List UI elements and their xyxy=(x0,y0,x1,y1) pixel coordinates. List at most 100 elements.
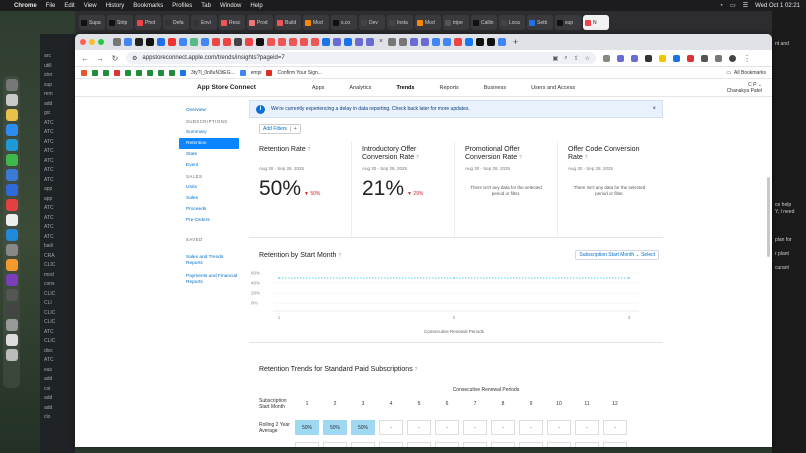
nav-business[interactable]: Business xyxy=(483,84,507,91)
table-cell[interactable]: - xyxy=(575,442,599,447)
sidebar-item-payments-reports[interactable]: Payments and Financial Reports xyxy=(186,274,238,285)
battery-icon[interactable]: ▭ xyxy=(730,3,736,9)
background-tab[interactable]: s.co xyxy=(331,15,357,30)
help-icon[interactable]: ? xyxy=(338,253,342,259)
launchpad-icon[interactable] xyxy=(5,94,18,106)
tab-favicon[interactable] xyxy=(355,38,363,46)
sidebar-item-units[interactable]: Units xyxy=(186,185,197,190)
tab-favicon[interactable] xyxy=(410,38,418,46)
forward-icon[interactable]: → xyxy=(96,53,104,63)
menu-view[interactable]: View xyxy=(83,2,97,9)
help-icon[interactable]: ? xyxy=(519,155,522,161)
sidebar-item-sales[interactable]: Sales xyxy=(186,196,198,201)
extension-icon[interactable] xyxy=(645,54,652,62)
page-scrollbar[interactable] xyxy=(767,177,770,257)
tab-favicon[interactable] xyxy=(366,38,374,46)
background-tab[interactable]: Defa xyxy=(163,15,189,30)
nav-apps[interactable]: Apps xyxy=(311,84,325,91)
table-cell[interactable]: - xyxy=(379,442,403,447)
sidebar-item-overview[interactable]: Overview xyxy=(186,108,206,113)
background-tab[interactable]: tripe xyxy=(443,15,469,30)
app-icon-4[interactable] xyxy=(5,319,18,331)
table-cell[interactable]: - xyxy=(351,442,375,447)
tab-favicon[interactable] xyxy=(278,38,286,46)
bookmark-link[interactable]: Confirm Your Sign... xyxy=(277,69,322,76)
metric-card-promo-offer[interactable]: Promotional Offer Conversion Rate ? Aug … xyxy=(455,142,558,237)
background-tab[interactable]: Prod xyxy=(247,15,273,30)
background-tab[interactable]: Resc xyxy=(219,15,245,30)
bookmark-icon[interactable] xyxy=(180,69,186,76)
background-tab[interactable]: Mod xyxy=(415,15,441,30)
menu-history[interactable]: History xyxy=(105,2,125,9)
tab-favicon[interactable] xyxy=(388,38,396,46)
menu-window[interactable]: Window xyxy=(219,2,242,9)
help-icon[interactable] xyxy=(5,289,18,301)
share-icon[interactable]: ⇧ xyxy=(573,55,579,62)
tab-favicon[interactable] xyxy=(146,38,154,46)
control-center-icon[interactable]: ☰ xyxy=(742,3,749,9)
tab-favicon[interactable] xyxy=(179,38,187,46)
table-cell[interactable]: - xyxy=(547,442,571,447)
tab-favicon[interactable] xyxy=(476,38,484,46)
menu-bookmarks[interactable]: Bookmarks xyxy=(133,2,164,9)
bookmark-icon[interactable] xyxy=(158,69,164,76)
menu-help[interactable]: Help xyxy=(250,2,263,9)
table-cell[interactable]: - xyxy=(519,420,543,435)
tab-favicon[interactable] xyxy=(212,38,220,46)
notes-icon[interactable] xyxy=(5,214,18,226)
nav-users-and-access[interactable]: Users and Access xyxy=(531,84,576,91)
safari-icon[interactable] xyxy=(5,124,18,136)
extension-icon[interactable] xyxy=(631,54,638,62)
trash-icon[interactable] xyxy=(5,349,18,361)
subscription-start-month-select[interactable]: Subscription Start Month ⌄ Select xyxy=(575,250,659,260)
help-icon[interactable]: ? xyxy=(416,155,419,161)
table-cell[interactable]: - xyxy=(519,442,543,447)
tab-favicon[interactable] xyxy=(399,38,407,46)
background-tab[interactable]: Strip xyxy=(107,15,133,30)
bookmark-icon[interactable] xyxy=(114,69,120,76)
site-info-icon[interactable]: ⚙ xyxy=(132,55,138,62)
table-cell[interactable]: - xyxy=(491,442,515,447)
all-bookmarks[interactable]: ▭ All Bookmarks xyxy=(726,70,766,76)
sidebar-item-summary[interactable]: Summary xyxy=(186,130,207,135)
table-cell[interactable]: 50% xyxy=(295,420,319,435)
table-cell[interactable]: - xyxy=(323,442,347,447)
table-cell[interactable]: - xyxy=(603,420,627,435)
nav-reports[interactable]: Reports xyxy=(439,84,459,91)
tab-favicon[interactable] xyxy=(157,38,165,46)
bookmark-icon[interactable] xyxy=(103,69,109,76)
table-cell[interactable]: 50% xyxy=(351,420,375,435)
table-cell[interactable]: - xyxy=(547,420,571,435)
menu-dots-icon[interactable]: ⋮ xyxy=(743,53,751,63)
tab-favicon[interactable] xyxy=(300,38,308,46)
background-tab[interactable]: sup xyxy=(555,15,581,30)
app-icon-2[interactable] xyxy=(5,259,18,271)
app-icon-3[interactable] xyxy=(5,274,18,286)
profile-avatar[interactable] xyxy=(729,54,736,62)
user-menu[interactable]: C P ⌄ Chanakya Patel xyxy=(727,82,762,94)
background-tab[interactable]: Supa xyxy=(79,15,105,30)
tab-favicon[interactable] xyxy=(498,38,506,46)
metric-card-intro-offer[interactable]: Introductory Offer Conversion Rate ? Aug… xyxy=(352,142,455,237)
menu-app[interactable]: Chrome xyxy=(14,2,37,9)
tab-favicon[interactable] xyxy=(135,38,143,46)
reload-icon[interactable]: ↻ xyxy=(111,53,119,63)
metric-card-retention-rate[interactable]: Retention Rate ? Aug 30 - Sep 28, 2025 5… xyxy=(249,142,352,237)
tab-favicon[interactable] xyxy=(223,38,231,46)
background-tab[interactable]: Build xyxy=(275,15,301,30)
messages-icon[interactable] xyxy=(5,154,18,166)
minimize-window-button[interactable] xyxy=(89,39,95,45)
tab-favicon[interactable] xyxy=(333,38,341,46)
bookmark-link[interactable]: 3ty?l_0n8uN3tEG... xyxy=(191,69,235,76)
table-cell[interactable]: - xyxy=(491,420,515,435)
tab-favicon[interactable] xyxy=(487,38,495,46)
close-window-button[interactable] xyxy=(80,39,86,45)
extension-icon[interactable] xyxy=(687,54,694,62)
url-text[interactable]: appstoreconnect.apple.com/trends/insight… xyxy=(142,55,285,61)
menu-profiles[interactable]: Profiles xyxy=(172,2,193,9)
background-tab[interactable]: Dev xyxy=(359,15,385,30)
tab-favicon[interactable] xyxy=(190,38,198,46)
bookmark-icon[interactable] xyxy=(92,69,98,76)
extensions-puzzle-icon[interactable] xyxy=(701,54,708,62)
bookmark-icon[interactable] xyxy=(147,69,153,76)
